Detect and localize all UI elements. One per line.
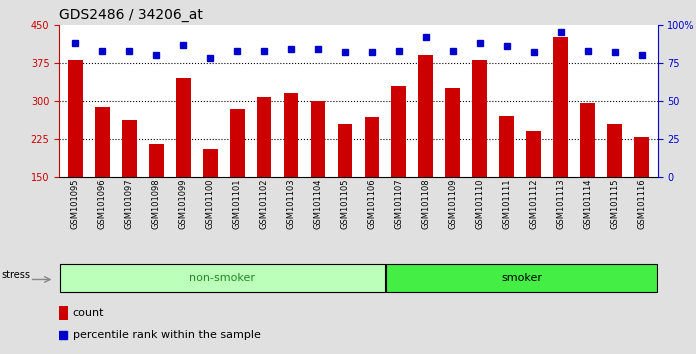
- Text: stress: stress: [1, 270, 30, 280]
- Text: GSM101097: GSM101097: [125, 179, 134, 229]
- Text: GSM101099: GSM101099: [179, 179, 188, 229]
- Text: GSM101101: GSM101101: [232, 179, 242, 229]
- Text: GSM101106: GSM101106: [367, 179, 377, 229]
- Text: GSM101115: GSM101115: [610, 179, 619, 229]
- Bar: [445, 88, 460, 177]
- Bar: [68, 60, 83, 177]
- Text: GSM101109: GSM101109: [448, 179, 457, 229]
- Text: GSM101103: GSM101103: [287, 179, 296, 229]
- Text: percentile rank within the sample: percentile rank within the sample: [72, 330, 260, 341]
- Text: GSM101116: GSM101116: [637, 179, 646, 229]
- Bar: [418, 55, 433, 177]
- Text: GSM101098: GSM101098: [152, 179, 161, 229]
- Bar: [149, 144, 164, 177]
- Text: GSM101111: GSM101111: [503, 179, 512, 229]
- Bar: [257, 97, 271, 177]
- Bar: [580, 103, 595, 177]
- Bar: [59, 307, 68, 320]
- Bar: [553, 38, 568, 177]
- Bar: [499, 116, 514, 177]
- Bar: [203, 149, 218, 177]
- Bar: [473, 60, 487, 177]
- Text: smoker: smoker: [501, 273, 542, 283]
- Text: GSM101100: GSM101100: [205, 179, 214, 229]
- Text: GSM101112: GSM101112: [529, 179, 538, 229]
- Bar: [526, 131, 541, 177]
- Bar: [391, 86, 406, 177]
- Bar: [60, 263, 385, 292]
- Text: GSM101104: GSM101104: [313, 179, 322, 229]
- Bar: [122, 120, 136, 177]
- Bar: [634, 137, 649, 177]
- Bar: [607, 124, 622, 177]
- Bar: [310, 101, 326, 177]
- Text: GDS2486 / 34206_at: GDS2486 / 34206_at: [59, 8, 203, 22]
- Text: GSM101107: GSM101107: [395, 179, 404, 229]
- Bar: [283, 93, 299, 177]
- Bar: [95, 107, 110, 177]
- Bar: [338, 124, 352, 177]
- Text: GSM101110: GSM101110: [475, 179, 484, 229]
- Text: GSM101095: GSM101095: [71, 179, 80, 229]
- Text: GSM101102: GSM101102: [260, 179, 269, 229]
- Text: GSM101108: GSM101108: [421, 179, 430, 229]
- Text: GSM101114: GSM101114: [583, 179, 592, 229]
- Text: non-smoker: non-smoker: [189, 273, 255, 283]
- Bar: [176, 78, 191, 177]
- Bar: [365, 117, 379, 177]
- Text: GSM101096: GSM101096: [98, 179, 106, 229]
- Bar: [230, 108, 244, 177]
- Text: count: count: [72, 308, 104, 318]
- Text: GSM101105: GSM101105: [340, 179, 349, 229]
- Text: GSM101113: GSM101113: [556, 179, 565, 229]
- Bar: [386, 263, 657, 292]
